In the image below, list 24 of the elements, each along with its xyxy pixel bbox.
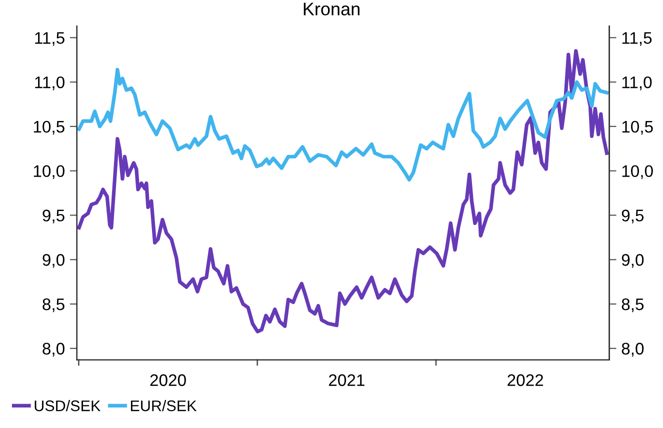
y2-tick-label: 9,0 — [622, 254, 644, 268]
y2-tick-label: 10,0 — [622, 165, 653, 180]
y2-tick-label: 8,5 — [622, 298, 644, 312]
legend-label: EUR/SEK — [130, 400, 197, 412]
x-tick-label: 2022 — [508, 374, 544, 386]
y2-tick-label: 11,5 — [622, 32, 652, 46]
y-tick-label: 10,5 — [34, 120, 64, 135]
y2-tick-label: 11,0 — [622, 76, 652, 90]
y-tick-label: 8,5 — [42, 298, 64, 312]
y-tick-label: 11,5 — [35, 32, 64, 46]
y-tick-label: 9,0 — [42, 254, 64, 268]
y-tick-label: 8,0 — [42, 342, 64, 357]
y2-tick-label: 8,0 — [622, 342, 644, 357]
x-tick-label: 2020 — [150, 374, 186, 386]
y-tick-label: 10,0 — [34, 165, 64, 180]
line-series — [77, 68, 609, 182]
y-tick-label: 11,0 — [35, 76, 64, 90]
chart-title: Kronan — [304, 2, 360, 16]
x-tick-label: 2021 — [328, 374, 364, 386]
y-tick-label: 9,5 — [42, 210, 64, 224]
y2-tick-label: 10,5 — [622, 120, 653, 135]
line-series — [77, 49, 609, 334]
legend-label: USD/SEK — [34, 400, 101, 412]
y2-tick-label: 9,5 — [622, 210, 644, 224]
